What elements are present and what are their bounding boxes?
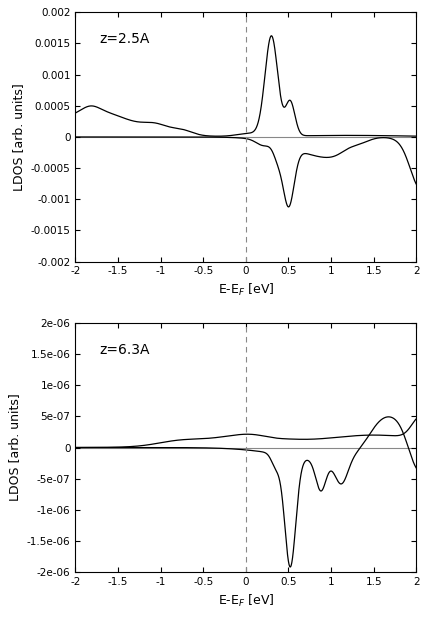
- X-axis label: E-E$_F$ [eV]: E-E$_F$ [eV]: [217, 592, 274, 608]
- Text: z=2.5A: z=2.5A: [99, 32, 150, 46]
- X-axis label: E-E$_F$ [eV]: E-E$_F$ [eV]: [217, 282, 274, 298]
- Text: z=6.3A: z=6.3A: [99, 343, 150, 357]
- Y-axis label: LDOS [arb. units]: LDOS [arb. units]: [8, 394, 21, 502]
- Y-axis label: LDOS [arb. units]: LDOS [arb. units]: [12, 83, 25, 191]
